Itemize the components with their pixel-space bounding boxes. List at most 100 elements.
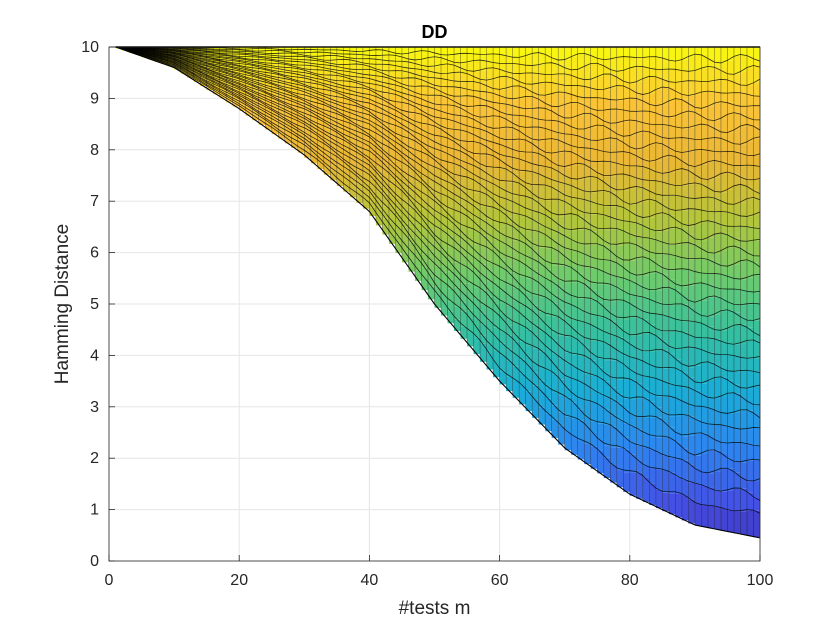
surface-cell xyxy=(310,60,318,64)
surface-cell xyxy=(564,176,572,185)
surface-cell xyxy=(441,231,448,243)
surface-cell xyxy=(733,312,741,326)
surface-cell xyxy=(284,91,292,95)
surface-cell xyxy=(271,102,279,105)
surface-cell xyxy=(655,407,663,418)
surface-cell xyxy=(349,133,357,139)
surface-cell xyxy=(584,105,591,114)
surface-cell xyxy=(701,315,708,324)
surface-cell xyxy=(519,73,526,82)
surface-cell xyxy=(525,96,533,110)
surface-cell xyxy=(252,83,259,86)
surface-cell xyxy=(271,60,279,64)
surface-cell xyxy=(271,48,279,51)
surface-cell xyxy=(278,86,285,88)
surface-cell xyxy=(694,150,702,167)
surface-cell xyxy=(343,117,350,123)
surface-cell xyxy=(675,493,682,518)
surface-cell xyxy=(454,186,461,197)
surface-cell xyxy=(382,197,389,207)
surface-cell xyxy=(675,157,682,171)
surface-cell xyxy=(401,164,409,174)
surface-cell xyxy=(362,163,370,169)
surface-cell xyxy=(297,99,305,103)
surface-cell xyxy=(369,201,376,208)
surface-cell xyxy=(740,260,747,280)
surface-cell xyxy=(532,348,539,365)
surface-cell xyxy=(727,141,734,152)
surface-cell xyxy=(375,142,383,146)
surface-cell xyxy=(642,312,650,320)
surface-cell xyxy=(603,161,611,177)
surface-cell xyxy=(623,56,630,71)
surface-cell xyxy=(668,101,676,118)
surface-cell xyxy=(558,182,565,193)
surface-cell xyxy=(655,350,663,369)
surface-cell xyxy=(681,243,689,259)
surface-cell xyxy=(558,347,565,359)
surface-cell xyxy=(506,376,513,392)
surface-cell xyxy=(668,384,676,398)
surface-cell xyxy=(297,65,305,68)
surface-cell xyxy=(571,75,578,86)
surface-cell xyxy=(375,113,383,119)
surface-cell xyxy=(408,68,415,73)
surface-cell xyxy=(577,273,585,283)
surface-cell xyxy=(603,318,611,333)
surface-cell xyxy=(597,329,604,342)
surface-cell xyxy=(414,93,422,98)
surface-cell xyxy=(258,81,266,85)
surface-cell xyxy=(284,121,292,126)
surface-cell xyxy=(727,212,734,227)
surface-cell xyxy=(584,53,591,67)
surface-cell xyxy=(616,134,624,140)
surface-cell xyxy=(349,138,357,144)
surface-cell xyxy=(571,262,578,269)
surface-cell xyxy=(310,83,318,88)
surface-cell xyxy=(727,73,734,80)
surface-cell xyxy=(694,107,702,113)
surface-cell xyxy=(297,88,305,91)
surface-cell xyxy=(382,125,389,130)
surface-cell xyxy=(603,308,611,319)
surface-cell xyxy=(226,63,233,65)
surface-cell xyxy=(271,77,279,80)
surface-row-line xyxy=(115,46,761,230)
surface-cell xyxy=(584,347,591,358)
surface-cell xyxy=(668,172,676,185)
surface-cell xyxy=(388,139,396,145)
surface-cell xyxy=(610,426,617,448)
surface-cell xyxy=(655,329,663,337)
surface-cell xyxy=(401,47,409,55)
surface-cell xyxy=(375,126,383,131)
surface-cell xyxy=(362,54,370,59)
surface-cell xyxy=(571,354,578,367)
surface-cell xyxy=(414,209,422,214)
surface-cell xyxy=(519,127,526,132)
surface-cell xyxy=(317,108,324,112)
surface-cell xyxy=(525,365,533,381)
surface-cell xyxy=(558,379,565,396)
surface-cell xyxy=(493,168,500,179)
surface-cell xyxy=(636,359,643,375)
surface-cell xyxy=(421,69,428,77)
surface-cell xyxy=(610,109,617,124)
surface-cell xyxy=(603,332,611,344)
surface-cell xyxy=(362,64,370,70)
surface-cell xyxy=(239,95,246,98)
surface-cell xyxy=(200,51,207,53)
surface-cell xyxy=(447,148,455,156)
surface-cell xyxy=(252,93,259,97)
surface-cell xyxy=(441,204,448,209)
surface-cell xyxy=(349,60,357,65)
surface-cell xyxy=(694,70,702,81)
surface-cell xyxy=(753,275,760,293)
surface-cell xyxy=(629,222,637,235)
surface-cell xyxy=(740,153,747,166)
surface-cell xyxy=(727,289,734,303)
surface-cell xyxy=(297,148,305,153)
surface-cell xyxy=(473,175,481,182)
surface-cell xyxy=(219,50,227,52)
surface-cell xyxy=(245,96,253,99)
surface-cell xyxy=(688,259,695,271)
